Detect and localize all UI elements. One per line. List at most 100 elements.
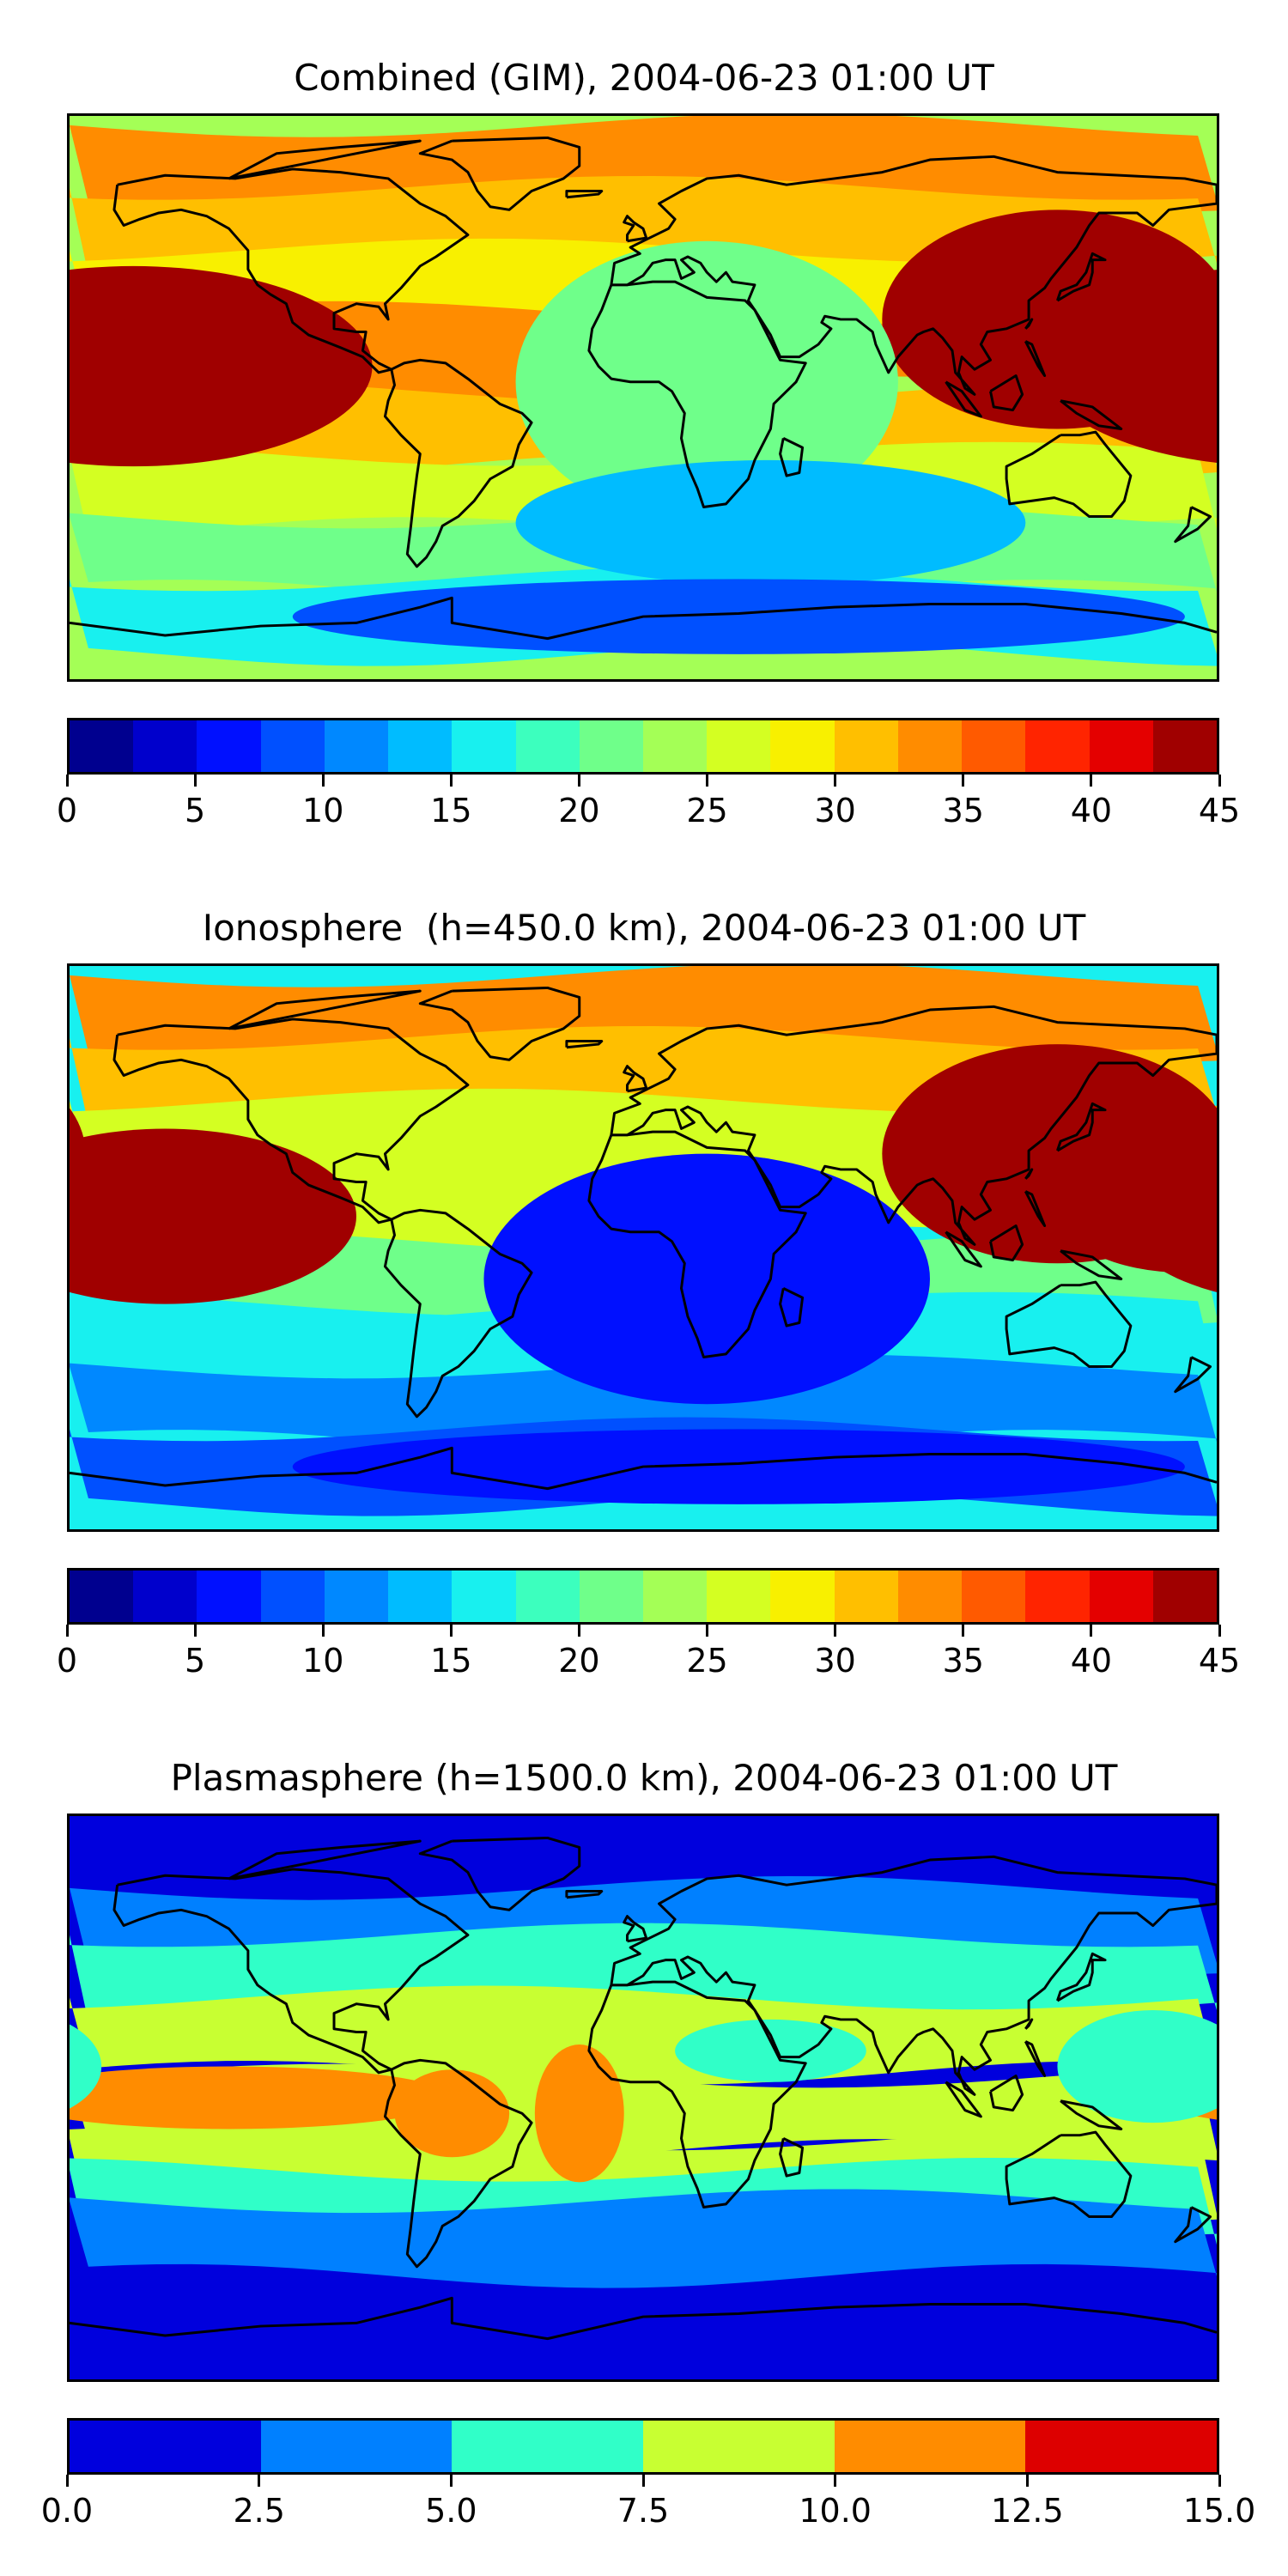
coastline	[1060, 1249, 1123, 1280]
coastline	[112, 1868, 470, 2075]
coastline	[610, 1005, 1217, 1246]
coastline	[1174, 1356, 1212, 1394]
colorbar-tick-label: 35	[942, 792, 984, 829]
coastline	[610, 155, 1217, 396]
coastline	[1174, 506, 1212, 544]
field-region	[515, 459, 1026, 586]
field-region	[292, 579, 1185, 654]
colorbar-segment	[1089, 720, 1153, 772]
map-svg-combined	[70, 116, 1217, 679]
colorbar-segment	[1025, 2421, 1217, 2472]
colorbar-tick-label: 10	[302, 1642, 344, 1680]
coastline	[383, 2058, 533, 2269]
colorbar-segment	[642, 1571, 708, 1622]
coastline	[1024, 318, 1034, 330]
coastline	[565, 1040, 604, 1049]
colorbar-tick-label: 15	[430, 792, 472, 829]
colorbar-segment	[388, 1571, 453, 1622]
colorbar-tick-label: 10.0	[799, 2492, 872, 2530]
colorbar-segment	[70, 720, 134, 772]
map-svg-ionosphere	[70, 966, 1217, 1529]
colorbar-tick-label: 0	[56, 1642, 78, 1680]
coastline	[587, 1130, 807, 1359]
map-plasmasphere	[67, 1814, 1219, 2382]
coastline	[623, 1065, 648, 1093]
coastline	[945, 2081, 982, 2118]
colorbar-segment	[70, 1571, 134, 1622]
colorbar-segment	[452, 2421, 644, 2472]
colorbar-tick-label: 15	[430, 1642, 472, 1680]
colorbar-tick-label: 40	[1070, 792, 1113, 829]
coastline	[587, 1980, 807, 2209]
coastline	[1060, 2099, 1123, 2130]
coastline	[1024, 2040, 1047, 2078]
coastline	[418, 1836, 581, 1911]
field-region	[882, 1044, 1217, 1264]
colorbar-tick-label: 30	[814, 1642, 856, 1680]
colorbar-ionosphere	[67, 1568, 1219, 1625]
colorbar-ticks-plasmasphere: 0.0 2.5 5.0 7.5 10.0 12.5 15.0	[41, 2475, 1255, 2530]
colorbar-tick-label: 20	[558, 1642, 600, 1680]
coastline	[228, 139, 422, 180]
colorbar-segment	[70, 2421, 261, 2472]
colorbar-segment	[834, 2421, 1026, 2472]
coastline	[779, 437, 805, 477]
coastline	[779, 2137, 805, 2178]
chart-title-plasmasphere: Plasmasphere (h=1500.0 km), 2004-06-23 0…	[170, 1757, 1118, 1799]
colorbar-segment	[770, 720, 835, 772]
coastline	[70, 596, 1217, 641]
coastline	[1174, 2206, 1212, 2244]
coastline	[1060, 399, 1123, 430]
colorbar-segment	[770, 1571, 835, 1622]
coastline	[623, 1915, 648, 1943]
chart-title-combined: Combined (GIM), 2004-06-23 01:00 UT	[294, 57, 994, 99]
field-region	[534, 2044, 624, 2183]
colorbar-segment	[1152, 720, 1217, 772]
colorbar-segment	[260, 2421, 453, 2472]
colorbar-tick-label: 0.0	[40, 2492, 94, 2530]
chart-title-ionosphere: Ionosphere (h=450.0 km), 2004-06-23 01:0…	[202, 907, 1086, 949]
colorbar-tick-label: 15.0	[1182, 2492, 1256, 2530]
colorbar-tick-label: 5	[185, 792, 206, 829]
colorbar-tick-label: 0	[56, 792, 78, 829]
colorbar-segment	[1152, 1571, 1217, 1622]
colorbar-segment	[897, 1571, 963, 1622]
field-region	[70, 323, 125, 397]
field-region	[70, 2066, 453, 2129]
colorbar-segment	[133, 720, 197, 772]
colorbar-segment	[642, 720, 708, 772]
map-ionosphere	[67, 963, 1219, 1532]
colorbar-plasmasphere	[67, 2418, 1219, 2475]
coastline	[1024, 340, 1047, 378]
colorbar-segment	[897, 720, 963, 772]
colorbar-segment	[1089, 1571, 1153, 1622]
coastline	[565, 190, 604, 199]
coastline	[623, 215, 648, 243]
colorbar-segment	[324, 720, 389, 772]
coastline	[383, 1208, 533, 1419]
colorbar-segment	[1025, 720, 1090, 772]
coastline	[1024, 2018, 1034, 2030]
coastline	[989, 2075, 1024, 2112]
coastline	[945, 380, 982, 418]
colorbar-tick-label: 30	[814, 792, 856, 829]
coastline	[70, 1446, 1217, 1491]
colorbar-tick-label: 45	[1198, 1642, 1241, 1680]
colorbar-tick-label: 35	[942, 1642, 984, 1680]
colorbar-segment	[1025, 1571, 1090, 1622]
coastline	[112, 1018, 470, 1224]
colorbar-segment	[197, 1571, 261, 1622]
coastline	[565, 1890, 604, 1899]
colorbar-ticks-combined: 0 5 10 15 20 25 30 35 40 45	[57, 775, 1240, 829]
coastline	[1056, 1952, 1107, 2002]
colorbar-segment	[834, 1571, 898, 1622]
colorbar-segment	[579, 1571, 643, 1622]
field-region	[675, 2019, 866, 2082]
colorbar-tick-label: 20	[558, 792, 600, 829]
colorbar-tick-label: 12.5	[991, 2492, 1064, 2530]
colorbar-segment	[579, 720, 643, 772]
map-combined	[67, 113, 1219, 682]
coastline	[587, 280, 807, 509]
coastline	[112, 167, 470, 374]
field-band	[70, 1354, 1217, 1454]
